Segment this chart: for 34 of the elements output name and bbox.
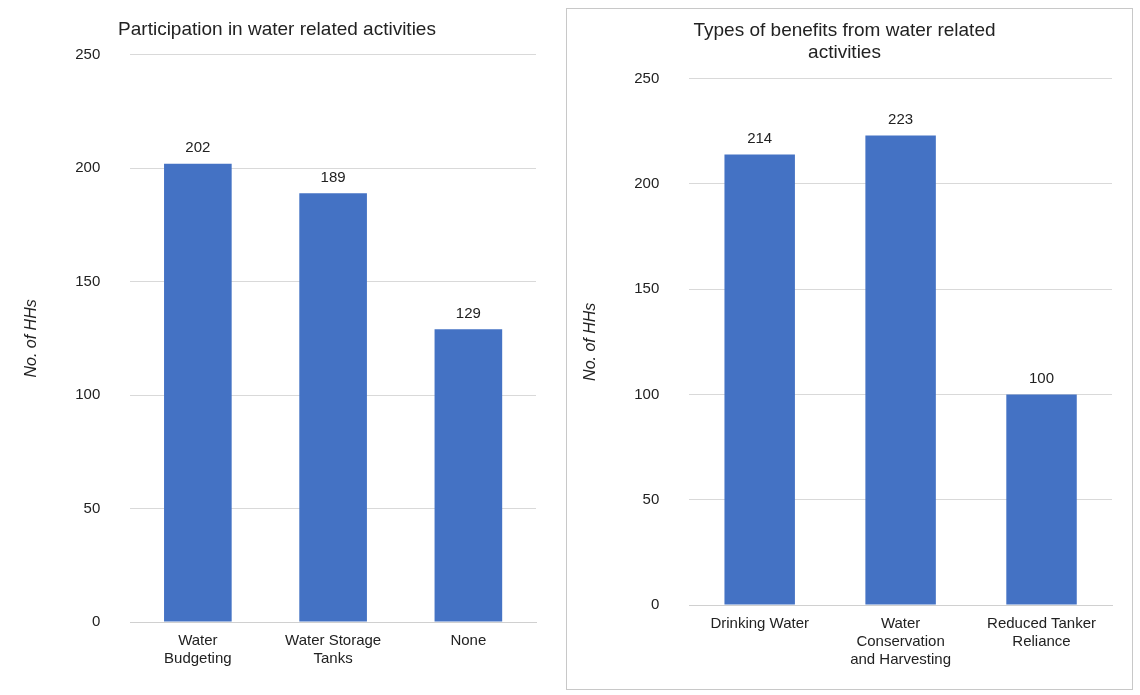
chart-title: Types of benefits from water related activities (693, 18, 996, 63)
y-tick-label: 0 (650, 595, 660, 613)
x-tick-label: Water Budgeting (164, 631, 232, 667)
y-tick-label: 100 (634, 384, 660, 402)
bar (1006, 394, 1077, 605)
y-tick-label: 250 (634, 68, 660, 86)
data-label: 129 (455, 303, 481, 321)
x-tick-label: Water Storage Tanks (285, 631, 382, 667)
x-tick-label: None (450, 631, 487, 649)
y-tick-label: 0 (91, 612, 101, 630)
data-label: 223 (888, 110, 914, 128)
x-tick-label: Reduced Tanker Reliance (987, 614, 1097, 650)
bar (724, 154, 795, 605)
y-tick-label: 200 (75, 158, 101, 176)
bar (164, 163, 232, 622)
y-tick-label: 150 (75, 271, 101, 289)
x-tick-label: Water Conservation and Harvesting (850, 614, 952, 668)
bar (434, 329, 503, 622)
chart-title: Participation in water related activities (118, 17, 436, 39)
y-tick-label: 50 (83, 498, 101, 516)
data-label: 202 (185, 138, 211, 156)
y-axis-title: No. of HHs (581, 302, 599, 381)
data-label: 100 (1029, 369, 1055, 387)
y-tick-label: 100 (75, 385, 101, 403)
x-tick-label: Drinking Water (710, 614, 810, 632)
y-tick-label: 200 (634, 174, 660, 192)
y-tick-label: 250 (75, 44, 101, 62)
data-label: 189 (320, 167, 346, 185)
y-tick-label: 150 (634, 279, 660, 297)
y-axis-title: No. of HHs (22, 299, 40, 378)
bar (299, 193, 367, 622)
bar (865, 135, 936, 605)
y-tick-label: 50 (642, 489, 660, 507)
data-label: 214 (747, 129, 773, 147)
